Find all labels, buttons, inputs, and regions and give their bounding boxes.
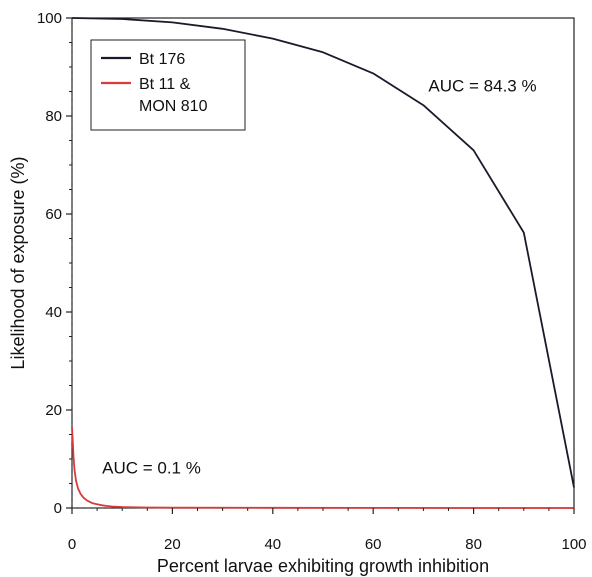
- x-tick-label: 80: [465, 536, 482, 553]
- x-tick-label: 100: [561, 536, 586, 553]
- y-tick-label: 40: [45, 304, 62, 321]
- annotation-layer: AUC = 84.3 % AUC = 0.1 %: [102, 77, 537, 478]
- series-layer: [71, 17, 575, 509]
- legend: Bt 176 Bt 11 & MON 810: [90, 39, 246, 131]
- series-line-2: [71, 427, 574, 509]
- y-tick-label: 80: [45, 108, 62, 125]
- y-tick-label: 100: [37, 10, 62, 27]
- auc-annotation-1: AUC = 84.3 %: [428, 77, 536, 96]
- x-tick-label: 0: [68, 536, 76, 553]
- x-tick-label: 20: [164, 536, 181, 553]
- auc-annotation-2: AUC = 0.1 %: [102, 459, 201, 478]
- ticks-layer: 0 20 40 60 80 100 0 20 40 60 80 100: [37, 10, 587, 553]
- y-tick-label: 0: [54, 500, 62, 517]
- legend-label-1: Bt 176: [139, 51, 185, 68]
- legend-label-2-line-1: Bt 11 &: [139, 76, 191, 93]
- y-tick-label: 20: [45, 402, 62, 419]
- x-tick-label: 60: [365, 536, 382, 553]
- legend-label-2-line-2: MON 810: [139, 98, 208, 115]
- series-line-1: [71, 17, 575, 488]
- legend-box: [90, 39, 246, 131]
- x-axis-title: Percent larvae exhibiting growth inhibit…: [157, 556, 489, 576]
- y-tick-label: 60: [45, 206, 62, 223]
- y-axis-title: Likelihood of exposure (%): [8, 156, 28, 369]
- x-tick-label: 40: [264, 536, 281, 553]
